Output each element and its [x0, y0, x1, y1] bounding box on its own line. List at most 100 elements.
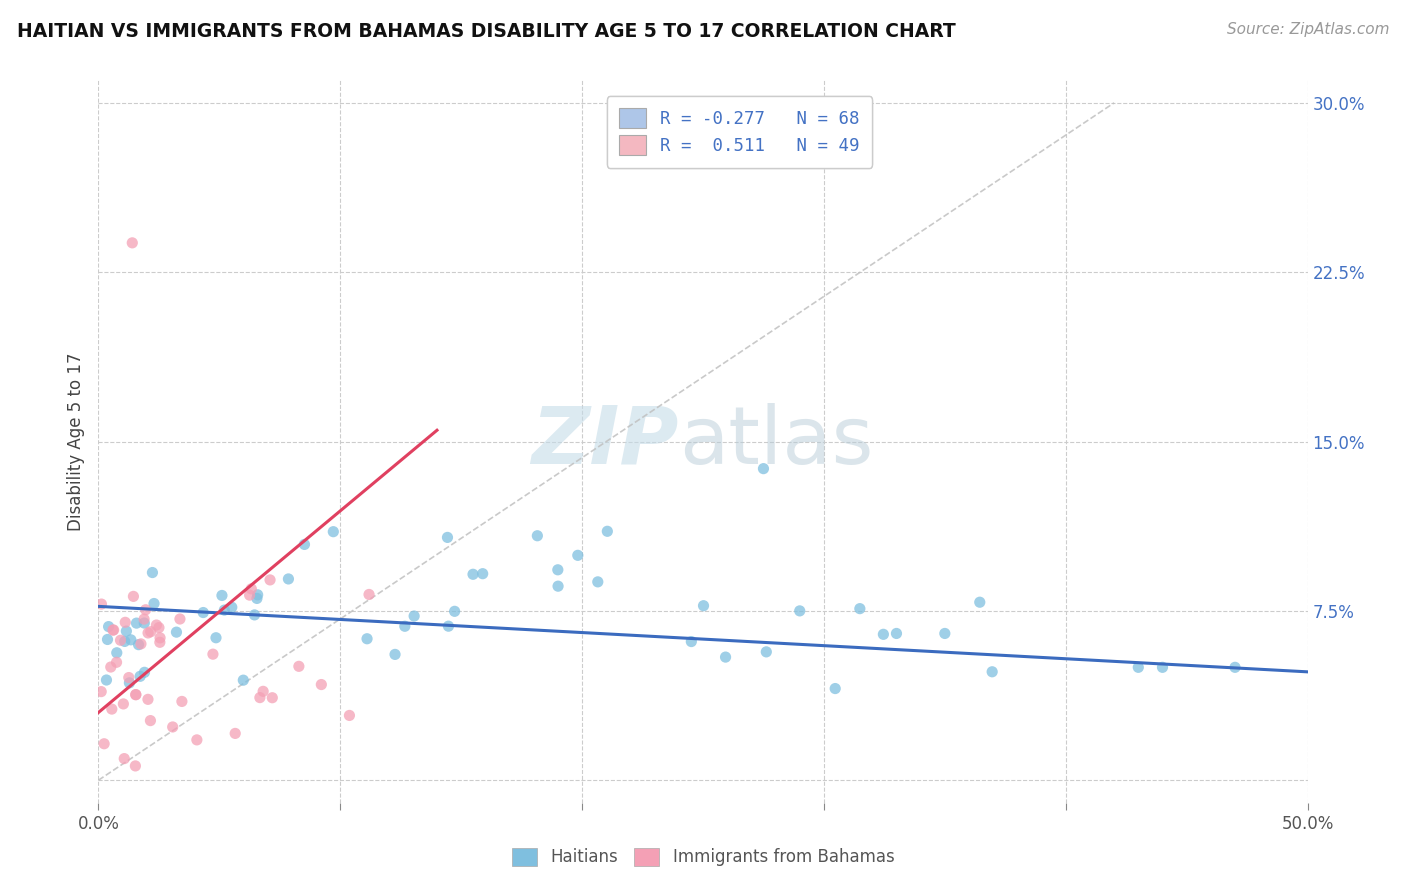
- Point: [211, 589, 233, 603]
- Point: [124, 759, 146, 773]
- Point: [259, 573, 281, 587]
- Point: [97, 619, 120, 633]
- Point: [461, 567, 484, 582]
- Point: [105, 655, 128, 669]
- Point: [201, 647, 224, 661]
- Point: [243, 607, 266, 622]
- Point: [125, 688, 148, 702]
- Point: [357, 587, 380, 601]
- Point: [239, 588, 262, 602]
- Y-axis label: Disability Age 5 to 17: Disability Age 5 to 17: [66, 352, 84, 531]
- Point: [824, 681, 846, 696]
- Point: [136, 692, 159, 706]
- Point: [134, 615, 156, 630]
- Point: [586, 574, 609, 589]
- Point: [149, 631, 172, 645]
- Point: [246, 591, 269, 606]
- Point: [789, 604, 811, 618]
- Point: [143, 597, 166, 611]
- Point: [100, 660, 122, 674]
- Point: [277, 572, 299, 586]
- Point: [886, 626, 908, 640]
- Point: [981, 665, 1004, 679]
- Point: [169, 612, 191, 626]
- Point: [404, 609, 426, 624]
- Point: [101, 702, 124, 716]
- Point: [112, 751, 135, 765]
- Point: [139, 624, 162, 639]
- Point: [149, 635, 172, 649]
- Point: [322, 524, 344, 539]
- Point: [394, 619, 416, 633]
- Point: [246, 588, 269, 602]
- Text: HAITIAN VS IMMIGRANTS FROM BAHAMAS DISABILITY AGE 5 TO 17 CORRELATION CHART: HAITIAN VS IMMIGRANTS FROM BAHAMAS DISAB…: [17, 22, 956, 41]
- Point: [240, 582, 263, 596]
- Point: [1152, 660, 1174, 674]
- Point: [596, 524, 619, 539]
- Point: [205, 631, 228, 645]
- Point: [170, 694, 193, 708]
- Point: [714, 650, 737, 665]
- Point: [125, 616, 148, 631]
- Text: atlas: atlas: [679, 402, 873, 481]
- Point: [115, 624, 138, 639]
- Point: [193, 606, 215, 620]
- Point: [221, 600, 243, 615]
- Point: [121, 235, 143, 250]
- Point: [122, 590, 145, 604]
- Point: [567, 549, 589, 563]
- Point: [114, 615, 136, 630]
- Point: [125, 688, 148, 702]
- Text: ZIP: ZIP: [531, 402, 679, 481]
- Point: [112, 697, 135, 711]
- Point: [384, 648, 406, 662]
- Point: [443, 604, 465, 618]
- Point: [129, 637, 152, 651]
- Point: [288, 659, 311, 673]
- Point: [129, 669, 152, 683]
- Point: [96, 673, 118, 687]
- Point: [1128, 660, 1150, 674]
- Point: [547, 579, 569, 593]
- Point: [101, 623, 124, 637]
- Point: [90, 684, 112, 698]
- Point: [148, 621, 170, 635]
- Point: [132, 612, 155, 626]
- Point: [436, 530, 458, 544]
- Point: [547, 563, 569, 577]
- Point: [128, 638, 150, 652]
- Point: [145, 618, 167, 632]
- Point: [681, 634, 703, 648]
- Point: [526, 529, 548, 543]
- Point: [136, 626, 159, 640]
- Point: [1223, 660, 1246, 674]
- Legend: R = -0.277   N = 68, R =  0.511   N = 49: R = -0.277 N = 68, R = 0.511 N = 49: [606, 96, 872, 168]
- Point: [755, 645, 778, 659]
- Point: [90, 597, 112, 611]
- Point: [294, 537, 316, 551]
- Point: [118, 671, 141, 685]
- Point: [356, 632, 378, 646]
- Point: [311, 677, 333, 691]
- Point: [252, 684, 274, 698]
- Point: [224, 726, 246, 740]
- Point: [934, 626, 956, 640]
- Point: [114, 634, 136, 648]
- Point: [103, 623, 125, 637]
- Point: [262, 690, 284, 705]
- Point: [692, 599, 714, 613]
- Point: [186, 732, 208, 747]
- Point: [120, 632, 142, 647]
- Point: [135, 603, 157, 617]
- Point: [969, 595, 991, 609]
- Point: [134, 665, 156, 680]
- Point: [141, 566, 163, 580]
- Point: [96, 632, 118, 647]
- Point: [249, 690, 271, 705]
- Point: [105, 646, 128, 660]
- Text: Source: ZipAtlas.com: Source: ZipAtlas.com: [1226, 22, 1389, 37]
- Point: [232, 673, 254, 688]
- Point: [752, 461, 775, 475]
- Point: [162, 720, 184, 734]
- Point: [339, 708, 361, 723]
